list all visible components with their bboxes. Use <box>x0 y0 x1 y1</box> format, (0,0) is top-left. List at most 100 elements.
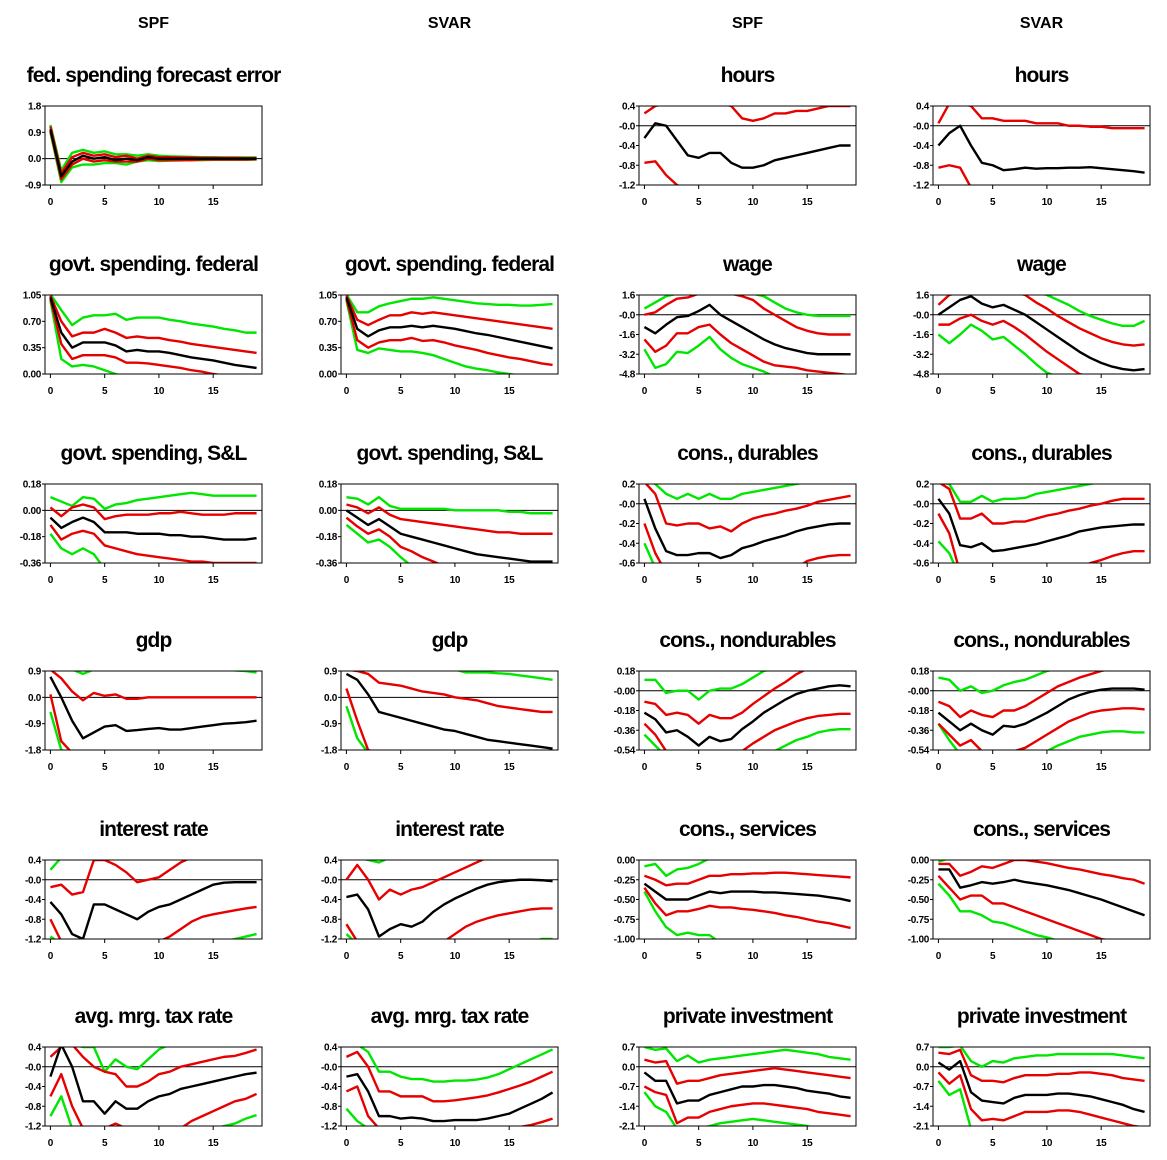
series-line <box>937 723 1145 750</box>
series-line <box>49 124 257 172</box>
x-tick-label: 5 <box>696 1138 702 1149</box>
panel-title: govt. spending, S&L <box>61 442 248 465</box>
series-line <box>644 1047 851 1064</box>
x-tick-label: 5 <box>696 762 702 773</box>
y-tick-label: -0.8 <box>321 1102 338 1113</box>
panel: avg. mrg. tax rate 0.4 -0.0 -0.4 -0.8 -1.2 0 5 1… <box>321 1005 559 1149</box>
x-tick-label: 5 <box>990 762 996 773</box>
series-line <box>49 503 257 521</box>
x-tick-label: 5 <box>990 1138 996 1149</box>
series-line <box>643 303 851 356</box>
panel: govt. spending. federal 1.05 0.70 0.35 0.00 0… <box>319 253 559 397</box>
y-tick-label: 0.00 <box>23 506 42 517</box>
series-line <box>643 684 851 747</box>
y-tick-label: -0.75 <box>614 915 636 926</box>
x-tick-label: 15 <box>208 951 219 962</box>
y-tick-label: 0.9 <box>28 667 42 678</box>
y-tick-label: -0.75 <box>908 915 930 926</box>
series-line <box>643 335 773 374</box>
panel: gdp 0.9 0.0 -0.9 -1.8 0 5 10 15 <box>25 629 263 773</box>
series-line <box>643 727 851 750</box>
series-line <box>643 882 851 903</box>
series-line <box>937 498 1145 553</box>
y-tick-label: -0.50 <box>908 895 930 906</box>
y-tick-label: -0.0 <box>913 499 930 510</box>
panel: interest rate 0.4 -0.0 -0.4 -0.8 -1.2 0 5 10 15 <box>321 818 559 962</box>
y-tick-label: 0.00 <box>617 856 636 867</box>
x-tick-label: 10 <box>450 951 461 962</box>
x-tick-label: 15 <box>504 1138 515 1149</box>
x-tick-label: 0 <box>642 575 648 586</box>
lines <box>49 295 257 374</box>
series-line <box>49 516 257 541</box>
panel-title: gdp <box>432 629 468 652</box>
x-tick-label: 0 <box>936 762 942 773</box>
y-tick-label: -0.00 <box>908 686 930 697</box>
panel-title: govt. spending. federal <box>49 253 258 276</box>
y-tick-label: 0.4 <box>28 1043 42 1054</box>
lines <box>345 295 553 374</box>
plot-frame <box>340 859 559 940</box>
x-tick-label: 15 <box>1096 386 1107 397</box>
x-tick-label: 10 <box>154 1138 165 1149</box>
x-tick-label: 10 <box>748 1138 759 1149</box>
panel: cons., durables 0.2 -0.0 -0.2 -0.4 -0.6 0 5 10 15 <box>619 442 857 586</box>
panel: cons., services 0.00 -0.25 -0.50 -0.75 -1.00 0… <box>614 818 857 962</box>
x-tick-label: 10 <box>154 386 165 397</box>
y-tick-label: -4.8 <box>619 370 636 381</box>
column-header: SVAR <box>428 15 472 32</box>
y-tick-label: 1.6 <box>622 291 636 302</box>
series-line <box>49 1047 257 1088</box>
series-line <box>643 295 851 318</box>
series-line <box>937 687 1145 736</box>
y-tick-label: -0.36 <box>614 726 636 737</box>
lines <box>345 671 553 750</box>
x-tick-label: 15 <box>208 1138 219 1149</box>
x-tick-label: 0 <box>48 575 54 586</box>
series-line <box>49 860 61 871</box>
series-line <box>345 860 485 901</box>
x-tick-label: 5 <box>696 386 702 397</box>
series-line <box>1041 295 1146 328</box>
plot-frame <box>932 859 1151 940</box>
y-tick-label: -1.4 <box>913 1102 930 1113</box>
x-tick-label: 10 <box>748 951 759 962</box>
x-tick-label: 5 <box>102 951 108 962</box>
column-header: SPF <box>138 15 169 32</box>
series-line <box>652 484 804 501</box>
y-tick-label: -0.0 <box>321 875 338 886</box>
plot-frame <box>44 1046 263 1127</box>
y-tick-label: -0.54 <box>908 746 930 757</box>
series-line <box>49 905 257 939</box>
series-line <box>942 484 1098 503</box>
y-tick-label: -0.8 <box>25 915 42 926</box>
panel-title: govt. spending, S&L <box>357 442 544 465</box>
x-tick-label: 0 <box>48 762 54 773</box>
x-tick-label: 10 <box>748 386 759 397</box>
y-tick-label: 0.0 <box>28 154 42 165</box>
x-tick-label: 0 <box>344 575 350 586</box>
series-line <box>49 491 257 511</box>
lines <box>643 295 851 374</box>
x-tick-label: 0 <box>642 762 648 773</box>
lines <box>49 671 257 750</box>
plot-frame <box>44 670 263 751</box>
x-tick-label: 15 <box>802 951 813 962</box>
series-line <box>644 160 680 185</box>
y-tick-label: -0.0 <box>321 1062 338 1073</box>
panel: avg. mrg. tax rate 0.4 -0.0 -0.4 -0.8 -1.2 0 5 1… <box>25 1005 263 1149</box>
plot-frame <box>44 105 263 186</box>
y-tick-label: 0.35 <box>319 343 338 354</box>
x-tick-label: 0 <box>936 575 942 586</box>
y-tick-label: -0.9 <box>321 719 338 730</box>
series-line <box>644 1058 851 1085</box>
x-tick-label: 15 <box>1096 197 1107 208</box>
lines <box>937 671 1145 750</box>
series-line <box>644 295 851 336</box>
x-tick-label: 0 <box>642 1138 648 1149</box>
lines <box>937 1047 1145 1126</box>
y-tick-label: -3.2 <box>619 350 636 361</box>
y-tick-label: -0.0 <box>25 1062 42 1073</box>
series-line <box>643 542 655 563</box>
